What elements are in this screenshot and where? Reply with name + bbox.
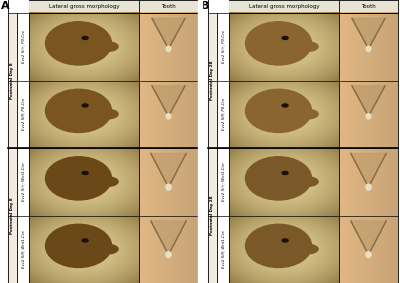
Ellipse shape bbox=[282, 37, 288, 40]
Polygon shape bbox=[351, 153, 386, 187]
Polygon shape bbox=[151, 221, 186, 255]
Text: Evc2 fl/fl; P0-Cre: Evc2 fl/fl; P0-Cre bbox=[221, 98, 225, 130]
Ellipse shape bbox=[295, 177, 318, 186]
Text: Evc2 fl/fl; P0-Cre: Evc2 fl/fl; P0-Cre bbox=[21, 98, 25, 130]
Bar bbox=[8, 13, 17, 148]
Polygon shape bbox=[152, 18, 185, 49]
Bar bbox=[29, 0, 198, 13]
Ellipse shape bbox=[95, 42, 118, 52]
Bar bbox=[208, 13, 217, 148]
Ellipse shape bbox=[46, 224, 112, 267]
Ellipse shape bbox=[95, 177, 118, 186]
Text: Postnatal Day 28: Postnatal Day 28 bbox=[210, 61, 214, 100]
Ellipse shape bbox=[246, 22, 312, 65]
Ellipse shape bbox=[59, 27, 68, 32]
Ellipse shape bbox=[295, 109, 318, 119]
Bar bbox=[200, 0, 398, 283]
Ellipse shape bbox=[46, 89, 112, 132]
Ellipse shape bbox=[82, 37, 88, 40]
Ellipse shape bbox=[59, 95, 68, 99]
Ellipse shape bbox=[259, 95, 268, 99]
Ellipse shape bbox=[259, 230, 268, 234]
Ellipse shape bbox=[295, 42, 318, 52]
Ellipse shape bbox=[46, 157, 112, 200]
Ellipse shape bbox=[295, 244, 318, 254]
Text: Evc2 fl/+; Wnt1-Cre: Evc2 fl/+; Wnt1-Cre bbox=[21, 162, 25, 201]
Ellipse shape bbox=[246, 157, 312, 200]
Ellipse shape bbox=[366, 113, 371, 119]
Text: Postnatal Day 8: Postnatal Day 8 bbox=[10, 197, 14, 234]
Text: Postnatal Day 28: Postnatal Day 28 bbox=[210, 196, 214, 235]
Ellipse shape bbox=[282, 239, 288, 242]
Text: Evc2 fl/+; P0-Cre: Evc2 fl/+; P0-Cre bbox=[221, 30, 225, 63]
Ellipse shape bbox=[282, 171, 288, 175]
Bar bbox=[198, 0, 202, 283]
Ellipse shape bbox=[366, 252, 371, 258]
Ellipse shape bbox=[166, 113, 171, 119]
Polygon shape bbox=[151, 153, 186, 187]
Ellipse shape bbox=[166, 46, 171, 52]
Text: Evc2 fl/+; P0-Cre: Evc2 fl/+; P0-Cre bbox=[21, 30, 25, 63]
Text: Postnatal Day 8: Postnatal Day 8 bbox=[10, 62, 14, 99]
Ellipse shape bbox=[59, 230, 68, 234]
Bar bbox=[208, 148, 217, 283]
Ellipse shape bbox=[259, 162, 268, 167]
Ellipse shape bbox=[246, 89, 312, 132]
Text: B: B bbox=[201, 1, 209, 11]
Ellipse shape bbox=[59, 162, 68, 167]
Bar bbox=[229, 0, 398, 13]
Ellipse shape bbox=[282, 104, 288, 107]
Text: Evc2 fl/fl; Wnt1-Cre: Evc2 fl/fl; Wnt1-Cre bbox=[21, 230, 25, 268]
Ellipse shape bbox=[366, 184, 371, 190]
Ellipse shape bbox=[166, 184, 171, 190]
Text: Tooth: Tooth bbox=[161, 4, 176, 9]
Text: Tooth: Tooth bbox=[361, 4, 376, 9]
Polygon shape bbox=[152, 86, 185, 116]
Text: Evc2 fl/+; Wnt1-Cre: Evc2 fl/+; Wnt1-Cre bbox=[221, 162, 225, 201]
Ellipse shape bbox=[259, 27, 268, 32]
Ellipse shape bbox=[82, 239, 88, 242]
Bar bbox=[8, 148, 17, 283]
Text: Evc2 fl/fl; Wnt1-Cre: Evc2 fl/fl; Wnt1-Cre bbox=[221, 230, 225, 268]
Polygon shape bbox=[351, 221, 386, 255]
Ellipse shape bbox=[95, 109, 118, 119]
Polygon shape bbox=[352, 86, 385, 116]
Ellipse shape bbox=[166, 252, 171, 258]
Bar bbox=[0, 0, 198, 283]
Text: A: A bbox=[1, 1, 10, 11]
Text: Lateral gross morphology: Lateral gross morphology bbox=[249, 4, 319, 9]
Ellipse shape bbox=[46, 22, 112, 65]
Ellipse shape bbox=[82, 104, 88, 107]
Ellipse shape bbox=[82, 171, 88, 175]
Polygon shape bbox=[352, 18, 385, 49]
Ellipse shape bbox=[95, 244, 118, 254]
Ellipse shape bbox=[246, 224, 312, 267]
Ellipse shape bbox=[366, 46, 371, 52]
Text: Lateral gross morphology: Lateral gross morphology bbox=[49, 4, 119, 9]
